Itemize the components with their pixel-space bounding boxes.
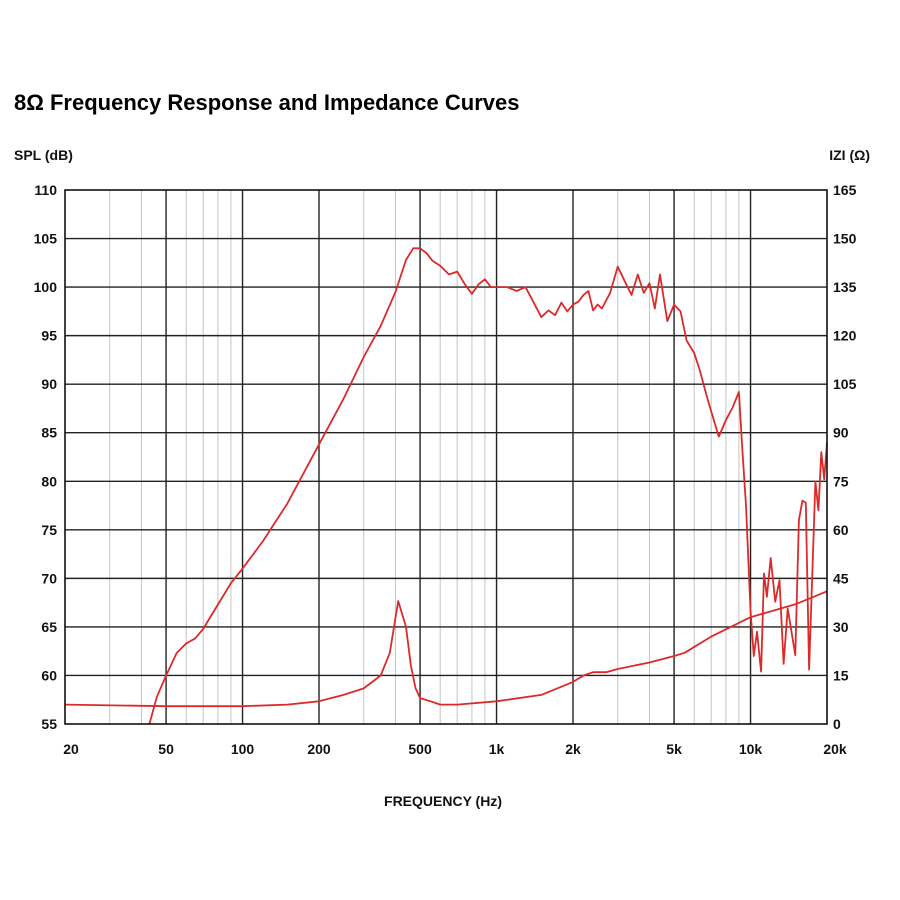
x-tick-label: 20k xyxy=(823,741,847,757)
y-right-tick-label: 165 xyxy=(833,182,857,198)
y-left-tick-label: 85 xyxy=(41,425,57,441)
tick-labels: 1101051009590858075706560551651501351201… xyxy=(34,182,857,757)
y-right-axis-title: IZI (Ω) xyxy=(829,147,870,163)
y-right-tick-label: 105 xyxy=(833,376,857,392)
x-tick-label: 100 xyxy=(231,741,255,757)
x-tick-label: 200 xyxy=(307,741,331,757)
y-left-tick-label: 95 xyxy=(41,328,57,344)
spl-curve xyxy=(148,247,828,725)
y-left-tick-label: 90 xyxy=(41,376,57,392)
y-left-tick-label: 55 xyxy=(41,716,57,732)
chart-title: 8Ω Frequency Response and Impedance Curv… xyxy=(14,90,520,115)
major-grid xyxy=(65,190,827,724)
x-tick-label: 2k xyxy=(565,741,581,757)
x-tick-label: 20 xyxy=(63,741,79,757)
y-left-tick-label: 70 xyxy=(41,570,57,586)
y-right-tick-label: 30 xyxy=(833,619,849,635)
y-right-tick-label: 135 xyxy=(833,279,857,295)
y-right-tick-label: 0 xyxy=(833,716,841,732)
y-right-tick-label: 15 xyxy=(833,667,849,683)
y-left-tick-label: 110 xyxy=(34,182,57,198)
y-right-tick-label: 120 xyxy=(833,328,857,344)
y-left-tick-label: 60 xyxy=(41,667,57,683)
x-axis-title: FREQUENCY (Hz) xyxy=(384,793,502,809)
x-tick-label: 10k xyxy=(739,741,763,757)
x-tick-label: 50 xyxy=(158,741,174,757)
y-right-tick-label: 90 xyxy=(833,425,849,441)
y-left-tick-label: 105 xyxy=(34,231,58,247)
y-right-tick-label: 75 xyxy=(833,473,849,489)
y-left-axis-title: SPL (dB) xyxy=(14,147,73,163)
x-tick-label: 5k xyxy=(666,741,682,757)
data-lines xyxy=(64,247,828,725)
minor-grid xyxy=(109,190,740,724)
y-right-tick-label: 45 xyxy=(833,570,849,586)
y-left-tick-label: 100 xyxy=(34,279,58,295)
y-right-tick-label: 150 xyxy=(833,231,857,247)
y-left-tick-label: 65 xyxy=(41,619,57,635)
impedance-curve xyxy=(64,590,828,708)
y-left-tick-label: 80 xyxy=(41,473,57,489)
plot-frame xyxy=(64,189,828,725)
y-left-tick-label: 75 xyxy=(41,522,57,538)
x-tick-label: 500 xyxy=(408,741,432,757)
x-tick-label: 1k xyxy=(489,741,505,757)
y-right-tick-label: 60 xyxy=(833,522,849,538)
